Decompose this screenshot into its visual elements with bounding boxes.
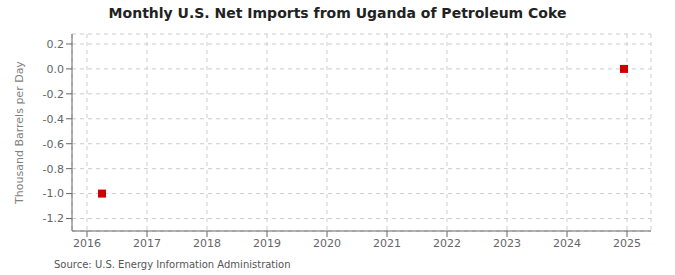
svg-text:2020: 2020 [313, 237, 341, 250]
svg-text:0.2: 0.2 [47, 38, 65, 51]
html-text:Monthly U.S. Net Imports from: Monthly U.S. Net Imports from Uganda of … [108, 5, 567, 21]
svg-text:0.0: 0.0 [47, 63, 65, 76]
svg-text:2021: 2021 [373, 237, 401, 250]
svg-text:-0.6: -0.6 [43, 138, 64, 151]
svg-text:-1.2: -1.2 [43, 212, 64, 225]
svg-text:2025: 2025 [613, 237, 641, 250]
svg-text:2024: 2024 [553, 237, 581, 250]
svg-text:2017: 2017 [133, 237, 161, 250]
svg-text:2018: 2018 [193, 237, 221, 250]
svg-text:-0.2: -0.2 [43, 88, 64, 101]
svg-text:2023: 2023 [493, 237, 521, 250]
svg-text:-0.8: -0.8 [43, 163, 64, 176]
svg-text:2022: 2022 [433, 237, 461, 250]
svg-text:2019: 2019 [253, 237, 281, 250]
html-text:Source: U.S. Energy Informatio: Source: U.S. Energy Information Administ… [54, 259, 291, 270]
svg-text:-1.0: -1.0 [43, 187, 64, 200]
svg-text:-0.4: -0.4 [43, 113, 64, 126]
svg-text:2016: 2016 [73, 237, 101, 250]
svg-text:Thousand Barrels per Day: Thousand Barrels per Day [13, 61, 26, 205]
